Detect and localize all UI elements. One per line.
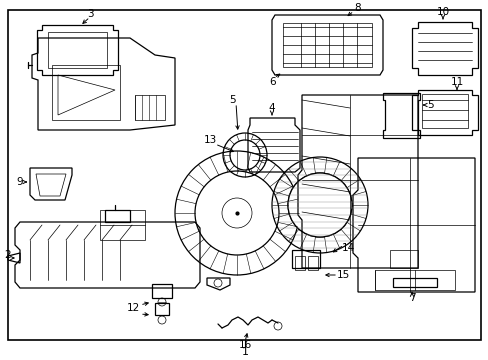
Text: 15: 15 xyxy=(336,270,349,280)
Bar xyxy=(152,284,172,298)
Text: 9: 9 xyxy=(17,177,23,187)
Bar xyxy=(294,256,305,270)
Text: 6: 6 xyxy=(269,77,276,87)
Text: 7: 7 xyxy=(408,293,414,303)
Text: 12: 12 xyxy=(126,303,140,313)
Text: 4: 4 xyxy=(268,103,275,113)
Bar xyxy=(421,94,467,128)
Text: 14: 14 xyxy=(341,243,354,253)
Text: 5: 5 xyxy=(426,100,432,110)
Text: 3: 3 xyxy=(86,9,93,19)
Bar xyxy=(100,210,145,240)
Text: 5: 5 xyxy=(229,95,236,105)
Text: 10: 10 xyxy=(436,7,448,17)
Bar xyxy=(135,95,164,120)
Text: 11: 11 xyxy=(449,77,463,87)
Text: 13: 13 xyxy=(203,135,216,145)
Bar xyxy=(155,303,169,315)
Text: 2: 2 xyxy=(5,250,11,260)
Text: 1: 1 xyxy=(241,347,248,357)
Bar xyxy=(307,256,317,270)
Text: 8: 8 xyxy=(354,3,361,13)
Bar xyxy=(291,250,319,268)
Text: 16: 16 xyxy=(238,340,251,350)
Circle shape xyxy=(287,173,351,237)
